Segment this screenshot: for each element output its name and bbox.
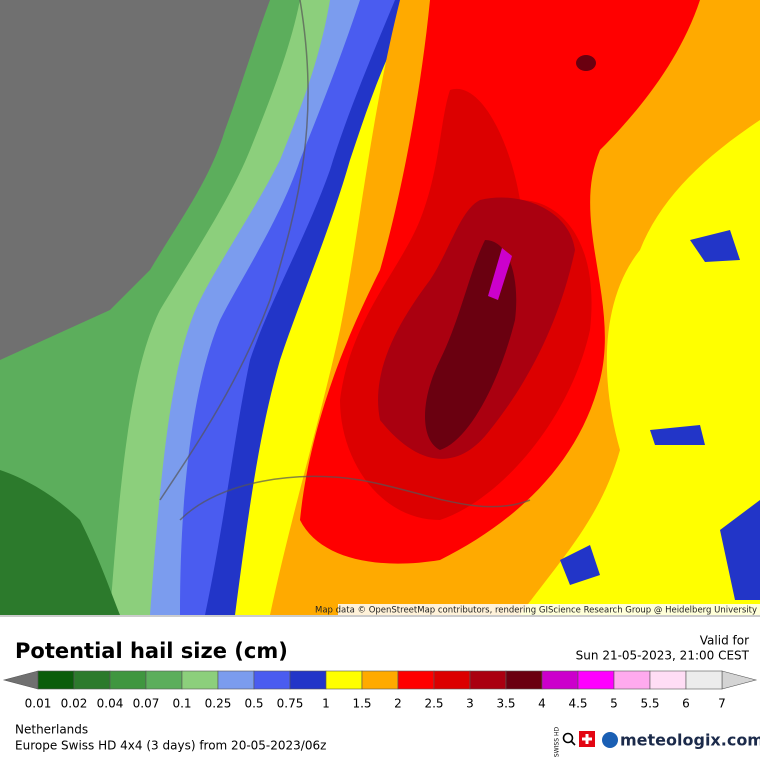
legend-swatch [541, 670, 579, 690]
legend-label: 4.5 [568, 697, 587, 711]
legend-label: 2.5 [424, 697, 443, 711]
legend-label: 6 [682, 697, 690, 711]
valid-time: Sun 21-05-2023, 21:00 CEST [576, 649, 750, 663]
legend-over [721, 670, 758, 690]
legend-label: 0.25 [205, 697, 232, 711]
zone-green-dark [0, 470, 120, 615]
swiss-cross [582, 734, 592, 744]
border-line [159, 0, 531, 521]
legend-swatch [37, 670, 75, 690]
legend-label: 0.1 [172, 697, 191, 711]
legend-label: 0.02 [61, 697, 88, 711]
zone-blue-patches [560, 230, 760, 600]
legend-label: 4 [538, 697, 546, 711]
valid-label: Valid for [700, 634, 749, 648]
legend: 0.01 0.02 0.04 0.07 0.1 0.25 0.5 0.75 1 1.5 2 2.5 3 3… [2, 670, 758, 711]
search-icon-handle [570, 740, 576, 746]
sea [0, 0, 270, 360]
legend-swatch [73, 670, 111, 690]
legend-label: 0.01 [25, 697, 52, 711]
legend-label: 1.5 [352, 697, 371, 711]
legend-label: 0.07 [133, 697, 160, 711]
legend-swatch [289, 670, 327, 690]
legend-swatch [109, 670, 147, 690]
legend-label: 3 [466, 697, 474, 711]
legend-swatch [361, 670, 399, 690]
legend-label: 0.04 [97, 697, 124, 711]
legend-label: 7 [718, 697, 726, 711]
legend-swatch [469, 670, 507, 690]
legend-swatch [433, 670, 471, 690]
legend-label: 3.5 [496, 697, 515, 711]
legend-under [2, 670, 39, 690]
legend-swatch [181, 670, 219, 690]
legend-swatch [505, 670, 543, 690]
zone-magenta [488, 248, 512, 300]
legend-swatch [253, 670, 291, 690]
cell [576, 55, 596, 71]
attribution: Map data © OpenStreetMap contributors, r… [315, 606, 757, 616]
legend-swatch [685, 670, 723, 690]
legend-swatch [325, 670, 363, 690]
search-icon [562, 732, 574, 744]
legend-swatch [577, 670, 615, 690]
legend-label: 5.5 [640, 697, 659, 711]
attribution-bg [338, 604, 760, 615]
legend-swatch [613, 670, 651, 690]
title: Potential hail size (cm) [15, 639, 288, 663]
legend-label: 2 [394, 697, 402, 711]
brand-logo [602, 732, 618, 748]
legend-label: 1 [322, 697, 330, 711]
map: Map data © OpenStreetMap contributors, r… [0, 0, 760, 616]
model-run: Europe Swiss HD 4x4 (3 days) from 20-05-… [15, 739, 326, 753]
brand: meteologix.com [620, 731, 760, 750]
legend-label: 5 [610, 697, 618, 711]
legend-swatch [397, 670, 435, 690]
legend-swatch [649, 670, 687, 690]
legend-label: 0.5 [244, 697, 263, 711]
legend-swatch [145, 670, 183, 690]
legend-label: 0.75 [277, 697, 304, 711]
badge: SWISS HD [554, 727, 561, 758]
region: Netherlands [15, 723, 88, 737]
legend-swatch [217, 670, 255, 690]
